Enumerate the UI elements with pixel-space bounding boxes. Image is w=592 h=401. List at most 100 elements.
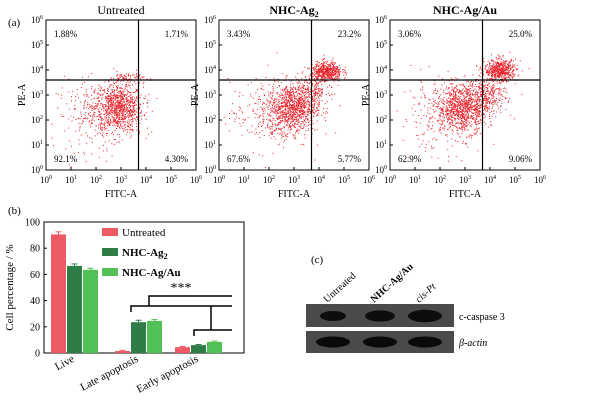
flow-event-dot <box>467 92 469 94</box>
flow-event-dot <box>312 76 314 78</box>
flow-event-dot <box>114 110 116 112</box>
flow-event-dot <box>463 113 465 115</box>
flow-event-dot <box>122 78 124 80</box>
flow-event-dot <box>455 94 456 96</box>
flow-event-dot <box>306 92 308 94</box>
flow-event-dot <box>299 112 301 113</box>
flow-event-dot <box>276 87 278 89</box>
flow-event-dot <box>330 74 332 76</box>
y-tick-label: 106 <box>204 15 216 25</box>
flow-event-dot <box>130 101 132 103</box>
flow-event-dot <box>311 73 313 75</box>
flow-event-dot <box>283 120 285 122</box>
flow-event-dot <box>320 81 322 83</box>
flow-event-dot <box>324 72 326 73</box>
flow-event-dot <box>282 95 284 96</box>
flow-event-dot <box>124 115 126 117</box>
flow-event-dot <box>121 114 123 116</box>
flow-event-dot <box>489 65 490 67</box>
flow-event-dot <box>477 123 479 125</box>
flow-event-dot <box>289 107 291 109</box>
flow-event-dot <box>292 111 294 113</box>
flow-event-dot <box>118 133 120 135</box>
flow-event-dot <box>129 100 131 102</box>
flow-event-dot <box>317 71 319 73</box>
flow-event-dot <box>313 78 315 80</box>
flow-event-dot <box>148 93 150 95</box>
quadrant-upper-right-value: 1.71% <box>165 29 189 39</box>
flow-event-dot <box>477 102 479 104</box>
flow-event-dot <box>295 126 297 128</box>
flow-event-dot <box>121 120 123 122</box>
flow-event-dot <box>466 137 468 138</box>
flow-event-dot <box>290 122 292 124</box>
flow-event-dot <box>335 66 337 68</box>
flow-event-dot <box>272 91 274 93</box>
flow-event-dot <box>327 76 329 78</box>
tick-exponent: 3 <box>124 175 127 181</box>
flow-event-dot <box>297 116 298 117</box>
flow-event-dot <box>301 87 303 89</box>
flow-event-dot <box>116 105 118 106</box>
flow-event-dot <box>315 83 317 85</box>
flow-event-dot <box>432 108 434 110</box>
flow-event-dot <box>456 89 458 91</box>
flow-event-dot <box>486 70 488 71</box>
flow-event-dot <box>119 74 121 76</box>
flow-event-dot <box>288 91 290 93</box>
flow-plot-title-text: Untreated <box>97 3 144 17</box>
flow-event-dot <box>296 106 298 107</box>
flow-event-dot <box>125 84 127 86</box>
flow-event-dot <box>512 70 514 72</box>
flow-event-dot <box>279 94 281 96</box>
flow-event-dot <box>478 120 480 122</box>
flow-event-dot <box>139 115 141 117</box>
flow-event-dot <box>102 93 104 95</box>
flow-event-dot <box>454 87 456 89</box>
flow-event-dot <box>103 105 104 107</box>
flow-event-dot <box>497 70 499 72</box>
flow-event-dot <box>301 115 303 117</box>
flow-event-dot <box>130 129 132 131</box>
flow-event-dot <box>448 117 450 119</box>
flow-event-dot <box>286 120 288 122</box>
flow-event-dot <box>281 94 283 96</box>
flow-event-dot <box>307 100 309 102</box>
flow-event-dot <box>126 108 128 110</box>
flow-event-dot <box>288 96 290 98</box>
y-tick-label: 104 <box>31 65 43 75</box>
flow-event-dot <box>130 119 132 120</box>
flow-event-dot <box>431 115 433 117</box>
flow-event-dot <box>450 114 452 116</box>
flow-event-dot <box>261 108 263 110</box>
flow-event-dot <box>131 121 133 123</box>
flow-event-dot <box>277 144 279 146</box>
flow-event-dot <box>245 119 247 121</box>
flow-event-dot <box>110 113 112 115</box>
flow-event-dot <box>504 68 506 70</box>
y-tick-label: 103 <box>31 90 43 100</box>
flow-event-dot <box>447 113 449 115</box>
flow-event-dot <box>127 126 129 127</box>
flow-event-dot <box>298 132 300 134</box>
flow-event-dot <box>446 113 448 115</box>
flow-event-dot <box>485 68 486 70</box>
y-tick-label: 101 <box>204 140 216 150</box>
flow-event-dot <box>113 117 115 118</box>
flow-event-dot <box>503 60 505 62</box>
flow-event-dot <box>474 101 475 103</box>
flow-event-dot <box>496 70 498 72</box>
flow-event-dot <box>462 143 464 145</box>
flow-event-dot <box>491 75 492 77</box>
flow-event-dot <box>450 104 452 106</box>
flow-event-dot <box>270 91 272 93</box>
flow-event-dot <box>335 68 337 70</box>
flow-event-dot <box>136 97 138 99</box>
flow-event-dot <box>446 116 447 118</box>
flow-event-dot <box>263 102 265 104</box>
flow-event-dot <box>461 114 463 116</box>
flow-event-dot <box>322 78 324 80</box>
flow-event-dot <box>460 118 462 120</box>
flow-event-dot <box>110 92 112 94</box>
flow-event-dot <box>120 115 122 117</box>
